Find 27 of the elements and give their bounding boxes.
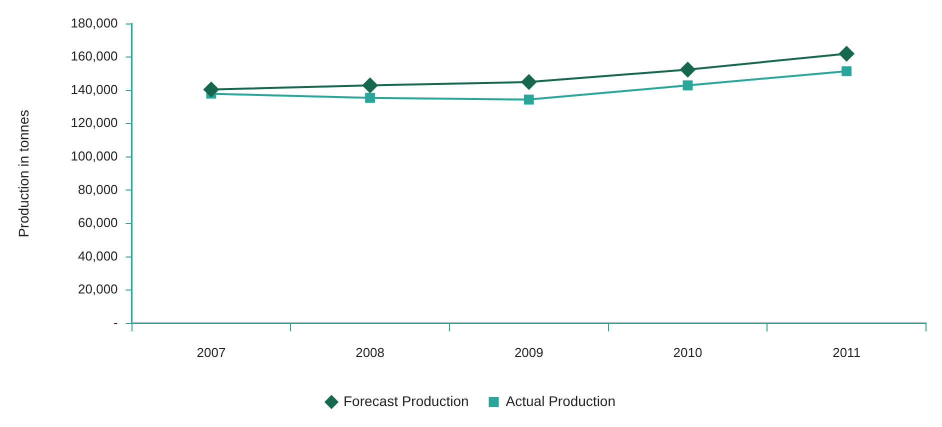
x-tick-label: 2007 <box>196 344 226 360</box>
point <box>365 92 376 103</box>
point <box>520 74 537 90</box>
y-tick-label: 80,000 <box>78 182 118 197</box>
legend-label: Forecast Production <box>343 392 469 409</box>
y-tick-label: - <box>113 314 118 330</box>
y-tick-label: 40,000 <box>78 248 118 264</box>
point <box>682 80 693 90</box>
y-axis-title: Production in tonnes <box>15 110 32 238</box>
point <box>680 62 696 78</box>
point <box>524 94 534 104</box>
x-tick-label: 2010 <box>673 344 702 360</box>
point <box>362 77 378 94</box>
y-tick-label: 60,000 <box>78 215 118 230</box>
x-tick-label: 2011 <box>832 344 861 360</box>
legend-label: Actual Production <box>506 392 616 409</box>
point <box>838 46 855 62</box>
x-tick-label: 2009 <box>514 344 544 360</box>
y-tick-label: 20,000 <box>78 282 118 297</box>
y-tick-label: 160,000 <box>70 48 118 64</box>
point <box>842 66 852 76</box>
y-tick-label: 100,000 <box>70 148 118 164</box>
y-tick-label: 120,000 <box>70 115 118 130</box>
y-tick-label: 140,000 <box>70 82 118 97</box>
x-tick-label: 2008 <box>356 344 385 360</box>
y-tick-label: 180,000 <box>70 15 118 30</box>
point <box>203 82 220 98</box>
